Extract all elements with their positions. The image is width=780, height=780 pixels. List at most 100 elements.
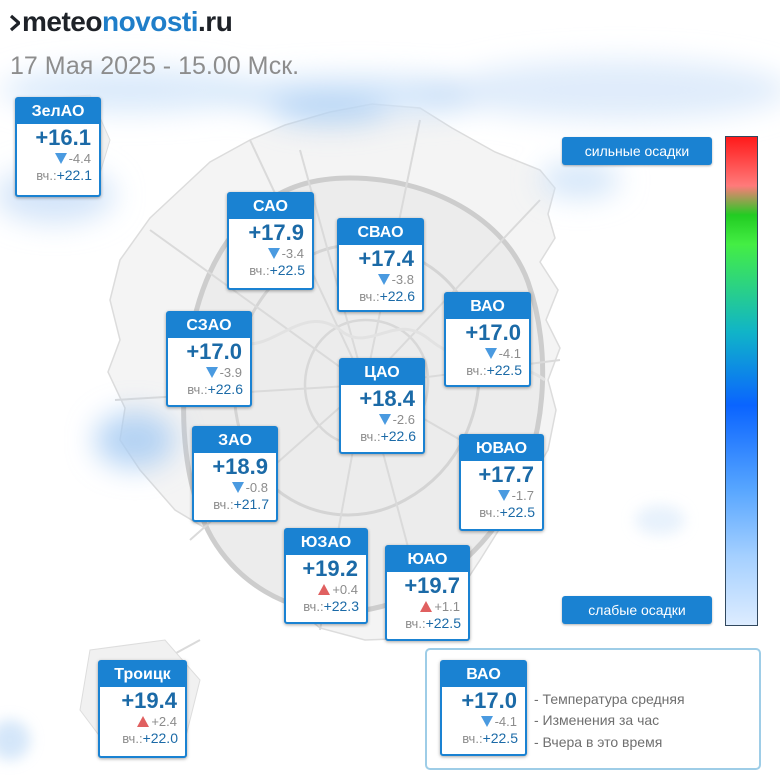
yesterday-value: +22.6 xyxy=(207,381,243,397)
yesterday-row: вч.:+22.6 xyxy=(341,428,423,445)
down-triangle-icon xyxy=(484,348,497,360)
district-temperature: +17.0 xyxy=(186,339,242,364)
hourly-change: -3.9 xyxy=(168,365,250,381)
hourly-change-value: -0.8 xyxy=(245,480,268,495)
yesterday-label: вч.: xyxy=(466,363,487,378)
district-card-yuzao[interactable]: ЮЗАО +19.2 +0.4 вч.:+22.3 xyxy=(284,528,368,624)
logo-text-novosti: novosti xyxy=(101,6,199,37)
district-name: САО xyxy=(229,194,312,219)
district-temperature: +17.0 xyxy=(465,320,521,345)
yesterday-label: вч.: xyxy=(36,168,57,183)
yesterday-label: вч.: xyxy=(462,731,483,746)
hourly-change: -1.7 xyxy=(461,488,542,504)
yesterday-row: вч.:+22.5 xyxy=(446,362,529,379)
yesterday-row: вч.:+22.6 xyxy=(339,288,422,305)
hourly-change: -4.4 xyxy=(17,151,99,167)
hourly-change: +1.1 xyxy=(387,599,468,615)
yesterday-row: вч.:+22.1 xyxy=(17,167,99,184)
logo-text-meteo: meteo xyxy=(22,6,102,37)
hourly-change-value: -4.1 xyxy=(494,714,517,729)
yesterday-value: +22.1 xyxy=(56,167,92,183)
hourly-change-value: +1.1 xyxy=(434,599,460,614)
logo-text-domain: .ru xyxy=(198,6,233,37)
down-triangle-icon xyxy=(205,367,218,379)
yesterday-value: +22.6 xyxy=(379,288,415,304)
down-triangle-icon xyxy=(267,248,280,260)
yesterday-label: вч.: xyxy=(405,616,426,631)
district-card-zao[interactable]: ЗАО +18.9 -0.8 вч.:+21.7 xyxy=(192,426,278,522)
legend-sample-card: ВАО +17.0 -4.1 вч.:+22.5 xyxy=(440,660,527,756)
site-logo[interactable]: meteonovosti.ru xyxy=(10,6,233,38)
district-temperature: +19.4 xyxy=(121,688,177,713)
yesterday-value: +22.5 xyxy=(425,615,461,631)
yesterday-label: вч.: xyxy=(249,263,270,278)
yesterday-label: вч.: xyxy=(303,599,324,614)
district-temperature: +17.7 xyxy=(478,462,534,487)
yesterday-value: +22.0 xyxy=(142,730,178,746)
hourly-change-value: -4.1 xyxy=(498,346,521,361)
hourly-change: +2.4 xyxy=(100,714,185,730)
hourly-change-value: -3.9 xyxy=(219,365,242,380)
yesterday-row: вч.:+22.5 xyxy=(442,730,525,747)
yesterday-value: +22.5 xyxy=(499,504,535,520)
district-card-szao[interactable]: СЗАО +17.0 -3.9 вч.:+22.6 xyxy=(166,311,252,407)
down-triangle-icon xyxy=(378,414,391,426)
light-precipitation-label: слабые осадки xyxy=(562,596,712,624)
district-temperature: +16.1 xyxy=(35,125,91,150)
yesterday-row: вч.:+22.0 xyxy=(100,730,185,747)
district-card-zelao[interactable]: ЗелАО +16.1 -4.4 вч.:+22.1 xyxy=(15,97,101,197)
yesterday-label: вч.: xyxy=(360,429,381,444)
district-card-yuao[interactable]: ЮАО +19.7 +1.1 вч.:+22.5 xyxy=(385,545,470,641)
yesterday-label: вч.: xyxy=(122,731,143,746)
yesterday-value: +22.5 xyxy=(482,730,518,746)
district-temperature: +18.4 xyxy=(359,386,415,411)
district-name: ЮЗАО xyxy=(286,530,366,555)
date-time-subtitle: 17 Мая 2025 - 15.00 Мск. xyxy=(10,52,300,80)
district-name: ЮВАО xyxy=(461,436,542,461)
precipitation-patches xyxy=(0,60,780,468)
hourly-change-value: +0.4 xyxy=(332,582,358,597)
district-temperature: +18.9 xyxy=(212,454,268,479)
hourly-change-value: -3.8 xyxy=(391,272,414,287)
district-card-vao[interactable]: ВАО +17.0 -4.1 вч.:+22.5 xyxy=(444,292,531,387)
yesterday-row: вч.:+22.6 xyxy=(168,381,250,398)
district-card-troitsk[interactable]: Троицк +19.4 +2.4 вч.:+22.0 xyxy=(98,660,187,758)
district-card-sao[interactable]: САО +17.9 -3.4 вч.:+22.5 xyxy=(227,192,314,290)
logo-icon xyxy=(10,14,20,32)
legend-line-yesterday: - Вчера в это время xyxy=(534,734,663,750)
hourly-change-value: +2.4 xyxy=(151,714,177,729)
down-triangle-icon xyxy=(377,274,390,286)
hourly-change-value: -1.7 xyxy=(511,488,534,503)
district-temperature: +17.9 xyxy=(248,220,304,245)
yesterday-row: вч.:+22.3 xyxy=(286,598,366,615)
district-temperature: +19.7 xyxy=(404,573,460,598)
district-name: ЮАО xyxy=(387,547,468,572)
down-triangle-icon xyxy=(54,153,67,165)
yesterday-label: вч.: xyxy=(187,382,208,397)
yesterday-row: вч.:+22.5 xyxy=(461,504,542,521)
yesterday-label: вч.: xyxy=(479,505,500,520)
yesterday-label: вч.: xyxy=(213,497,234,512)
district-name: ВАО xyxy=(442,662,525,687)
district-name: СЗАО xyxy=(168,313,250,338)
down-triangle-icon xyxy=(497,490,510,502)
district-card-cao[interactable]: ЦАО +18.4 -2.6 вч.:+22.6 xyxy=(339,358,425,454)
hourly-change: -4.1 xyxy=(442,714,525,730)
hourly-change-value: -4.4 xyxy=(68,151,91,166)
yesterday-value: +21.7 xyxy=(233,496,269,512)
district-name: Троицк xyxy=(100,662,185,687)
district-name: ЗАО xyxy=(194,428,276,453)
district-card-yuvao[interactable]: ЮВАО +17.7 -1.7 вч.:+22.5 xyxy=(459,434,544,531)
hourly-change-value: -2.6 xyxy=(392,412,415,427)
yesterday-value: +22.5 xyxy=(269,262,305,278)
yesterday-value: +22.3 xyxy=(323,598,359,614)
hourly-change: -0.8 xyxy=(194,480,276,496)
heavy-precipitation-label: сильные осадки xyxy=(562,137,712,165)
district-card-svao[interactable]: СВАО +17.4 -3.8 вч.:+22.6 xyxy=(337,218,424,312)
district-name: ЗелАО xyxy=(17,99,99,124)
legend-line-average-temp: - Температура средняя xyxy=(534,691,685,707)
up-triangle-icon xyxy=(137,716,150,728)
district-name: ВАО xyxy=(446,294,529,319)
yesterday-value: +22.5 xyxy=(486,362,522,378)
